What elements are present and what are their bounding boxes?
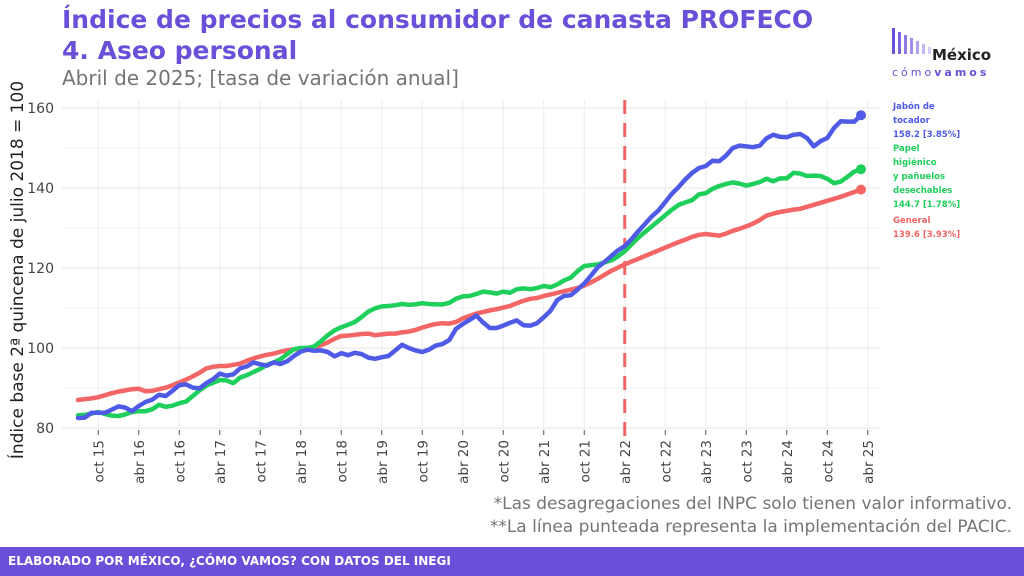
legend-line: y pañuelos — [893, 172, 946, 182]
x-tick-label: abr 17 — [213, 440, 229, 484]
legend-line: 158.2 [3.85%] — [893, 130, 961, 140]
x-tick-label: abr 19 — [375, 440, 391, 484]
axes: 80 100 120 140 160 oct 15 abr 16 oct 16 abr 17 oc… — [27, 101, 876, 484]
x-tick-label: abr 21 — [537, 440, 553, 484]
chart-title: Índice de precios al consumidor de canas… — [62, 4, 813, 66]
x-tick-label: oct 21 — [577, 440, 593, 482]
legend-line: 144.7 [1.78%] — [893, 200, 961, 210]
logo-text-mexico: México — [932, 46, 992, 64]
series-endpoint — [856, 164, 866, 175]
y-tick-label: 120 — [27, 261, 54, 277]
legend-line: Jabón de — [893, 102, 935, 112]
legend-line: tocador — [893, 116, 930, 126]
footnote-informative: *Las desagregaciones del INPC solo tiene… — [493, 494, 1012, 514]
logo-text-comovamos: cómovamos — [892, 66, 989, 79]
x-tick-label: oct 15 — [91, 440, 107, 482]
y-tick-label: 80 — [36, 421, 54, 437]
chart-subtitle: Abril de 2025; [tasa de variación anual] — [62, 66, 459, 90]
x-tick-label: abr 23 — [699, 440, 715, 484]
chart-title-line1: Índice de precios al consumidor de canas… — [62, 5, 814, 34]
x-tick-label: oct 24 — [820, 440, 836, 482]
footer-bar: ELABORADO POR MÉXICO, ¿CÓMO VAMOS? CON D… — [0, 547, 1024, 576]
series-line — [75, 166, 864, 419]
x-tick-label: abr 16 — [132, 440, 148, 484]
y-axis-label: Índice base 2ª quincena de julio 2018 = … — [6, 81, 28, 459]
x-tick-label: abr 22 — [618, 440, 634, 484]
x-tick-label: oct 22 — [658, 440, 674, 482]
line-chart: 80 100 120 140 160 oct 15 abr 16 oct 16 abr 17 oc… — [6, 81, 880, 484]
series-endpoint — [856, 184, 866, 195]
logo-text-como: cómo — [892, 66, 935, 79]
footnote-pacic: **La línea punteada representa la implem… — [489, 517, 1012, 537]
legend-line: desechables — [893, 186, 953, 196]
legend-general: General 139.6 [3.93%] — [893, 214, 960, 242]
series — [75, 100, 866, 438]
y-tick-label: 140 — [27, 181, 54, 197]
x-tick-label: oct 17 — [253, 440, 269, 482]
x-tick-label: oct 23 — [739, 440, 755, 482]
bars-logo-icon — [892, 28, 931, 54]
legend-line: General — [893, 216, 931, 226]
legend-papel: Papel higiénico y pañuelos desechables 144.7… — [893, 142, 960, 212]
x-tick-label: abr 25 — [861, 440, 877, 484]
x-tick-label: oct 20 — [496, 440, 512, 482]
y-tick-label: 160 — [27, 101, 54, 117]
legend-line: Papel — [893, 144, 920, 154]
chart-title-line2: 4. Aseo personal — [62, 36, 298, 65]
logo-text-vamos: vamos — [934, 66, 990, 79]
x-tick-label: oct 16 — [172, 440, 188, 482]
legend-line: higiénico — [893, 158, 937, 168]
series-line — [75, 112, 864, 421]
legend-jabon: Jabón de tocador 158.2 [3.85%] — [893, 100, 960, 142]
series-line — [75, 187, 864, 403]
x-tick-label: oct 19 — [415, 440, 431, 482]
x-tick-label: abr 20 — [456, 440, 472, 484]
mexico-como-vamos-logo: México cómovamos — [888, 22, 1018, 82]
legend-line: 139.6 [3.93%] — [893, 230, 961, 240]
footer-text: ELABORADO POR MÉXICO, ¿CÓMO VAMOS? CON D… — [8, 554, 451, 568]
y-tick-label: 100 — [27, 341, 54, 357]
series-endpoint — [856, 110, 866, 121]
x-tick-label: abr 18 — [294, 440, 310, 484]
x-tick-label: abr 24 — [780, 440, 796, 484]
x-tick-label: oct 18 — [334, 440, 350, 482]
